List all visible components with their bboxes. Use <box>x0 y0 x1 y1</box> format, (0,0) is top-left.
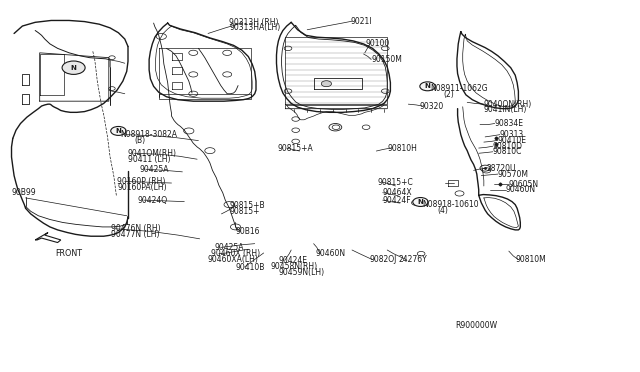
Text: 90410E: 90410E <box>498 136 527 145</box>
Text: (4): (4) <box>437 206 448 215</box>
Text: 90425A: 90425A <box>214 243 244 252</box>
Text: 90460X (RH): 90460X (RH) <box>211 249 260 258</box>
Text: (B): (B) <box>134 136 145 145</box>
Text: 90815+A: 90815+A <box>277 144 313 153</box>
Text: 90160P (RH): 90160P (RH) <box>117 177 166 186</box>
Text: 90410B: 90410B <box>236 263 265 272</box>
Text: 90458N(RH): 90458N(RH) <box>271 262 318 271</box>
Text: 9041IN(LH): 9041IN(LH) <box>484 105 527 114</box>
Text: 90160PA(LH): 90160PA(LH) <box>117 183 167 192</box>
Text: 90605N: 90605N <box>509 180 539 189</box>
Text: N: N <box>115 128 122 134</box>
Text: 90815+B: 90815+B <box>229 201 265 210</box>
Text: N08918-10610: N08918-10610 <box>422 200 479 209</box>
Text: 90476N (RH): 90476N (RH) <box>111 224 161 233</box>
Text: 90100: 90100 <box>365 39 390 48</box>
Text: FRONT: FRONT <box>56 249 83 258</box>
Text: 90411 (LH): 90411 (LH) <box>128 155 170 164</box>
Text: 90313HA(LH): 90313HA(LH) <box>229 23 280 32</box>
Text: N08911-1062G: N08911-1062G <box>430 84 488 93</box>
Circle shape <box>321 81 332 87</box>
Text: 90815+: 90815+ <box>229 207 260 216</box>
Text: 24276Y: 24276Y <box>399 255 428 264</box>
Text: 90460N: 90460N <box>506 185 536 194</box>
Text: 9082OJ: 9082OJ <box>370 255 397 264</box>
Text: 9040ON(RH): 9040ON(RH) <box>484 100 532 109</box>
Text: N: N <box>70 65 77 71</box>
Text: 90320: 90320 <box>420 102 444 110</box>
Text: R900000W: R900000W <box>456 321 498 330</box>
Text: 90313H (RH): 90313H (RH) <box>229 18 278 27</box>
Circle shape <box>62 61 85 74</box>
Text: (2): (2) <box>444 90 454 99</box>
Text: 90810C: 90810C <box>493 147 522 156</box>
Text: N: N <box>417 199 424 205</box>
Text: 90810M: 90810M <box>515 255 546 264</box>
Text: 90477N (LH): 90477N (LH) <box>111 230 159 239</box>
Text: 90464X: 90464X <box>383 188 412 197</box>
Text: 90313: 90313 <box>500 130 524 139</box>
Text: 90460N: 90460N <box>316 249 346 258</box>
Circle shape <box>413 198 428 206</box>
Circle shape <box>111 126 126 135</box>
Text: 90834E: 90834E <box>495 119 524 128</box>
Text: 9021I: 9021I <box>351 17 372 26</box>
Text: 90B99: 90B99 <box>12 188 36 197</box>
Text: 90459N(LH): 90459N(LH) <box>278 268 324 277</box>
Text: 90424Q: 90424Q <box>138 196 168 205</box>
Text: N08918-3082A: N08918-3082A <box>120 130 177 139</box>
Text: N: N <box>424 83 431 89</box>
Text: 90424F: 90424F <box>383 196 412 205</box>
Text: 90815+C: 90815+C <box>378 178 413 187</box>
Text: 90460XA(LH): 90460XA(LH) <box>208 255 259 264</box>
Text: 90B16: 90B16 <box>236 227 260 236</box>
Text: 90425A: 90425A <box>140 165 169 174</box>
Text: 28720U: 28720U <box>486 164 516 173</box>
Text: 90570M: 90570M <box>498 170 529 179</box>
Text: 90810H: 90810H <box>388 144 418 153</box>
Circle shape <box>420 82 435 91</box>
Text: 90424E: 90424E <box>278 256 307 265</box>
Text: 90810D: 90810D <box>493 142 523 151</box>
Text: 9041OM(RH): 9041OM(RH) <box>128 149 177 158</box>
Text: 90150M: 90150M <box>371 55 402 64</box>
